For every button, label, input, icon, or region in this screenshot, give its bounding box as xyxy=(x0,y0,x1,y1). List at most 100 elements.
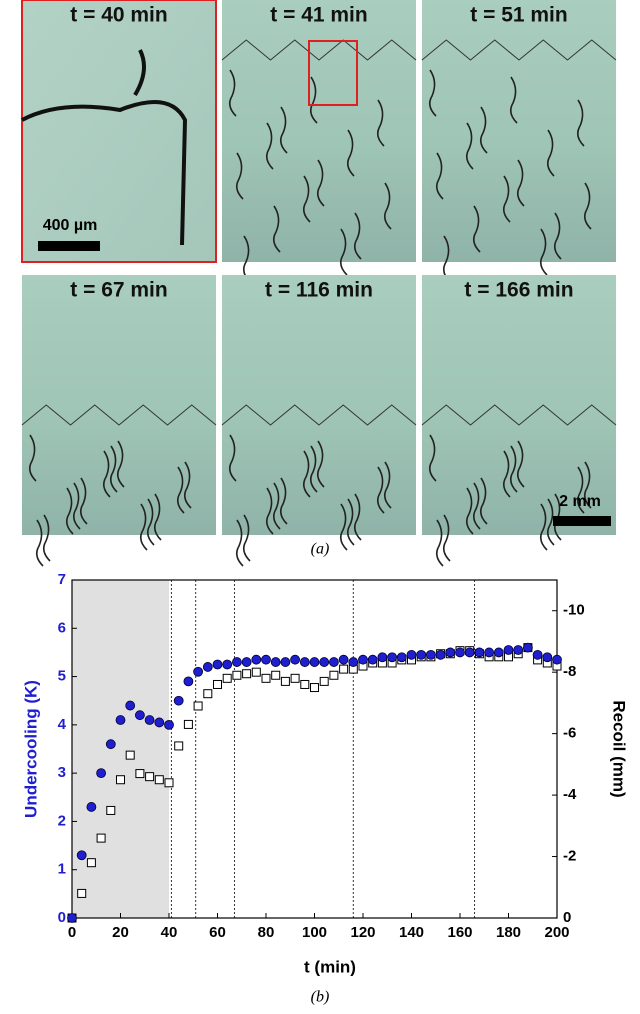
recoil-point xyxy=(300,679,310,689)
undercooling-point xyxy=(86,802,97,812)
crack xyxy=(383,461,392,509)
x-tick-label: 200 xyxy=(544,924,569,941)
crack xyxy=(265,122,274,170)
undercooling-point xyxy=(231,657,242,667)
undercooling-point xyxy=(261,654,271,665)
undercooling-point xyxy=(552,654,562,665)
grain-boundary xyxy=(21,49,188,246)
crack xyxy=(102,450,111,498)
undercooling-point xyxy=(367,654,378,665)
crystal-front xyxy=(221,39,417,61)
scale-bar xyxy=(553,516,611,526)
recoil-point xyxy=(183,719,193,729)
crack xyxy=(546,498,555,546)
micrograph xyxy=(222,0,416,262)
scale-bar-label: 2 mm xyxy=(559,493,601,510)
y2-tick-label: -8 xyxy=(563,663,576,680)
undercooling-point xyxy=(280,657,291,667)
undercooling-point xyxy=(202,662,213,672)
crystal-front xyxy=(421,404,617,426)
crack xyxy=(316,159,325,207)
micrograph xyxy=(222,275,416,535)
crack xyxy=(139,503,148,551)
crack xyxy=(65,487,74,535)
y2-tick-label: -4 xyxy=(563,786,577,803)
crack xyxy=(153,493,162,541)
crack xyxy=(272,482,281,530)
time-label: t = 51 min xyxy=(470,4,567,27)
time-label: t = 67 min xyxy=(70,279,167,302)
crack xyxy=(339,228,348,276)
recoil-point xyxy=(310,683,319,693)
undercooling-point xyxy=(222,659,233,670)
crack xyxy=(583,182,592,230)
undercooling-point xyxy=(67,913,77,923)
micrograph xyxy=(422,275,616,535)
crack xyxy=(235,152,244,200)
undercooling-point xyxy=(542,652,553,663)
undercooling-point xyxy=(154,717,165,728)
undercooling-point xyxy=(503,645,514,655)
recoil-point xyxy=(86,858,96,868)
x-tick-label: 140 xyxy=(399,924,424,941)
undercooling-point xyxy=(193,666,204,677)
recoil-point xyxy=(174,741,184,751)
crack xyxy=(539,503,548,551)
crack xyxy=(546,129,555,177)
undercooling-point xyxy=(96,768,106,779)
zoom-box xyxy=(308,40,358,106)
crystal-front xyxy=(21,404,217,426)
crystal-front xyxy=(221,404,417,426)
crack xyxy=(183,461,192,509)
undercooling-point xyxy=(251,654,262,665)
undercooling-point xyxy=(144,715,155,725)
crack xyxy=(479,106,488,154)
x-tick-label: 60 xyxy=(209,924,226,941)
x-tick-label: 20 xyxy=(112,924,129,941)
crack xyxy=(516,159,525,207)
crack xyxy=(42,514,51,562)
undercooling-point xyxy=(125,700,136,711)
crack xyxy=(353,212,362,260)
undercooling-point xyxy=(319,657,330,667)
crack xyxy=(302,450,311,498)
recoil-point xyxy=(135,769,145,779)
crack xyxy=(35,519,44,567)
scale-bar xyxy=(38,241,100,251)
crack xyxy=(428,434,437,482)
crack xyxy=(435,152,444,200)
crack xyxy=(376,99,385,147)
undercooling-point xyxy=(493,647,504,658)
crack xyxy=(309,445,318,493)
crack xyxy=(509,445,518,493)
recoil-point xyxy=(96,833,106,843)
y2-axis-label: Recoil (mm) xyxy=(610,700,629,797)
crack xyxy=(242,514,251,562)
undercooling-point xyxy=(328,657,339,667)
undercooling-point xyxy=(464,647,475,658)
undercooling-point xyxy=(532,649,543,660)
crack xyxy=(539,228,548,276)
x-tick-label: 80 xyxy=(258,924,275,941)
crack xyxy=(479,477,488,525)
crack xyxy=(116,440,125,488)
recoil-point xyxy=(213,679,222,689)
recoil-point xyxy=(116,775,125,785)
undercooling-point xyxy=(416,649,427,660)
shaded-region xyxy=(72,580,169,918)
undercooling-point xyxy=(406,649,417,660)
undercooling-point xyxy=(445,647,456,658)
recoil-point xyxy=(242,669,252,679)
undercooling-point xyxy=(358,654,368,665)
crack xyxy=(576,466,585,514)
undercooling-point xyxy=(377,652,388,663)
undercooling-point xyxy=(523,642,533,653)
undercooling-point xyxy=(115,715,126,725)
undercooling-point xyxy=(309,657,320,667)
time-label: t = 40 min xyxy=(70,4,167,27)
undercooling-point xyxy=(164,719,174,730)
crack xyxy=(279,106,288,154)
y-axis-label: Undercooling (K) xyxy=(21,680,40,818)
micrograph xyxy=(22,275,216,535)
crack xyxy=(346,129,355,177)
